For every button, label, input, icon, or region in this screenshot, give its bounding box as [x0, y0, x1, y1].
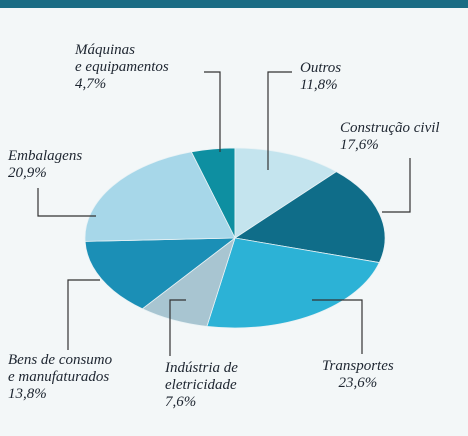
leader-line: [382, 158, 411, 213]
category-label: Outros: [300, 60, 342, 76]
value-label: 20,9%: [8, 165, 47, 181]
pie-slice: [84, 237, 237, 310]
pie-slice: [234, 147, 338, 239]
value-label: 13,8%: [8, 386, 47, 402]
value-label: 7,6%: [165, 394, 197, 410]
leader-line: [204, 71, 221, 152]
value-label: 11,8%: [300, 77, 338, 93]
slice-label: Outros 11,8%: [300, 60, 341, 94]
slice-label: Construção civil 17,6%: [340, 120, 440, 154]
pie-slice: [233, 171, 386, 264]
category-label: Indústria de eletricidade: [165, 360, 238, 393]
category-label: Transportes: [322, 358, 394, 374]
value-label: 17,6%: [340, 137, 379, 153]
header-bar: [0, 0, 468, 8]
pie-slice: [84, 151, 236, 242]
slice-label: Indústria de eletricidade 7,6%: [165, 360, 238, 411]
leader-line: [267, 71, 292, 170]
slice-label: Transportes 23,6%: [322, 358, 394, 392]
category-label: Construção civil: [340, 120, 440, 136]
value-label: 23,6%: [338, 375, 378, 391]
category-label: Máquinas e equipamentos: [75, 42, 169, 75]
slice-label: Embalagens 20,9%: [8, 148, 82, 182]
leader-line: [312, 299, 363, 354]
slice-label: Bens de consumo e manufaturados 13,8%: [8, 352, 112, 403]
pie: [84, 147, 386, 329]
category-label: Bens de consumo e manufaturados: [8, 352, 113, 385]
pie-slice: [206, 237, 380, 329]
leader-line: [67, 279, 100, 350]
category-label: Embalagens: [8, 148, 83, 164]
leader-line: [37, 188, 96, 217]
slice-label: Máquinas e equipamentos 4,7%: [75, 42, 169, 93]
value-label: 4,7%: [75, 76, 107, 92]
leader-line: [169, 299, 186, 356]
